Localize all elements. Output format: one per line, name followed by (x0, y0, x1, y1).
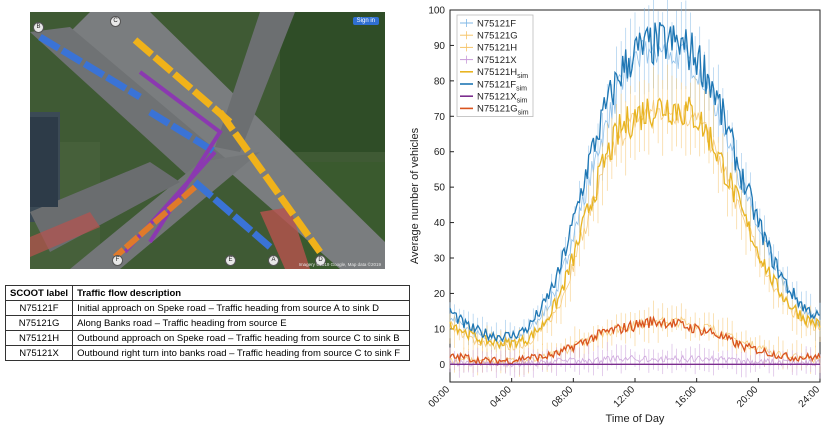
legend-item: N75121G (460, 31, 518, 42)
column-header: SCOOT label (4, 285, 74, 301)
legend-label: N75121H (477, 43, 517, 54)
flow-description-cell: Outbound approach on Speke road – Traffi… (72, 330, 411, 346)
marker-e: E (225, 255, 236, 266)
legend-item: N75121Xsim (460, 92, 528, 105)
legend-item: N75121X (460, 55, 517, 66)
y-tick-label: 40 (434, 218, 446, 229)
map-credit: Imagery ©2019 Google, Map data ©2019 (298, 262, 381, 267)
table-header-row: SCOOT label Traffic flow description (4, 285, 411, 301)
table-row: N75121X Outbound right turn into banks r… (4, 345, 411, 361)
column-header: Traffic flow description (72, 285, 411, 301)
series-line (449, 315, 821, 366)
legend-label: N75121Fsim (477, 79, 527, 92)
legend-item: N75121F (460, 18, 516, 29)
y-tick-label: 80 (434, 76, 446, 87)
y-tick-label: 90 (434, 41, 446, 52)
y-tick-label: 60 (434, 147, 446, 158)
building (30, 117, 58, 207)
legend-label: N75121Gsim (477, 104, 529, 117)
y-axis-label: Average number of vehicles (409, 127, 421, 264)
x-axis: 00:00 04:00 08:00 12:00 16:00 20:00 24:00 (427, 378, 823, 410)
legend-subscript: sim (518, 110, 529, 117)
series-layer (449, 0, 821, 379)
x-tick-label: 16:00 (673, 384, 699, 410)
x-tick-label: 12:00 (612, 384, 638, 410)
legend-label: N75121F (477, 18, 516, 29)
legend-item: N75121H (460, 43, 517, 54)
flow-description-cell: Outbound right turn into banks road – Tr… (72, 345, 411, 361)
table-row: N75121G Along Banks road – Traffic headi… (4, 315, 411, 331)
series-n75121h-sim (449, 96, 821, 350)
scoot-label-cell: N75121F (4, 300, 74, 316)
y-tick-label: 10 (434, 324, 446, 335)
series-line (449, 354, 821, 369)
table-row: N75121H Outbound approach on Speke road … (4, 330, 411, 346)
y-tick-label: 50 (434, 183, 446, 194)
legend-label: N75121X (477, 55, 517, 66)
y-tick-label: 100 (428, 6, 445, 17)
y-tick-label: 30 (434, 254, 446, 265)
legend-box (456, 14, 534, 117)
sign-in-button[interactable]: Sign in (352, 17, 379, 25)
flow-arrow-yellow (132, 37, 323, 255)
legend-label: N75121Xsim (477, 92, 528, 105)
series-n75121f-sim (449, 22, 821, 343)
legend: N75121FN75121GN75121HN75121XN75121HsimN7… (456, 14, 534, 117)
marker-d: D (315, 255, 326, 266)
flow-description-cell: Initial approach on Speke road – Traffic… (72, 300, 411, 316)
series-line (449, 39, 821, 345)
scoot-label-cell: N75121G (4, 315, 74, 331)
y-tick-label: 20 (434, 289, 446, 300)
x-tick-label: 08:00 (550, 384, 576, 410)
marker-c: C (110, 16, 121, 27)
x-axis-label: Time of Day (606, 413, 665, 425)
x-tick-label: 04:00 (488, 384, 514, 410)
scoot-label-table: SCOOT label Traffic flow description N75… (4, 285, 411, 361)
marker-f: F (112, 255, 123, 266)
legend-label: N75121G (477, 31, 518, 42)
series-line (449, 22, 821, 343)
traffic-chart: 0 10 20 30 40 50 60 70 80 90 100 00:00 04:00 08:00 12… (409, 0, 823, 425)
scoot-label-cell: N75121X (4, 345, 74, 361)
series-line (449, 96, 821, 350)
y-axis: 0 10 20 30 40 50 60 70 80 90 100 (428, 6, 454, 371)
table-row: N75121F Initial approach on Speke road –… (4, 300, 411, 316)
aerial-map: Sign in B C A D E F Imagery ©2019 Google… (30, 12, 385, 269)
y-tick-label: 0 (439, 360, 445, 371)
marker-b: B (33, 22, 44, 33)
legend-subscript: sim (516, 85, 527, 92)
legend-subscript: sim (517, 73, 528, 80)
flow-arrow-orange (113, 184, 197, 260)
map-imagery (30, 12, 385, 269)
legend-item: N75121Hsim (460, 67, 528, 80)
legend-item: N75121Gsim (460, 104, 529, 117)
x-tick-label: 24:00 (797, 384, 823, 410)
legend-subscript: sim (517, 98, 528, 105)
x-tick-label: 00:00 (427, 384, 453, 410)
legend-label: N75121Hsim (477, 67, 528, 80)
scoot-label-cell: N75121H (4, 330, 74, 346)
flow-description-cell: Along Banks road – Traffic heading from … (72, 315, 411, 331)
y-tick-label: 70 (434, 112, 446, 123)
marker-a: A (268, 255, 279, 266)
x-tick-label: 20:00 (735, 384, 761, 410)
legend-item: N75121Fsim (460, 79, 527, 92)
